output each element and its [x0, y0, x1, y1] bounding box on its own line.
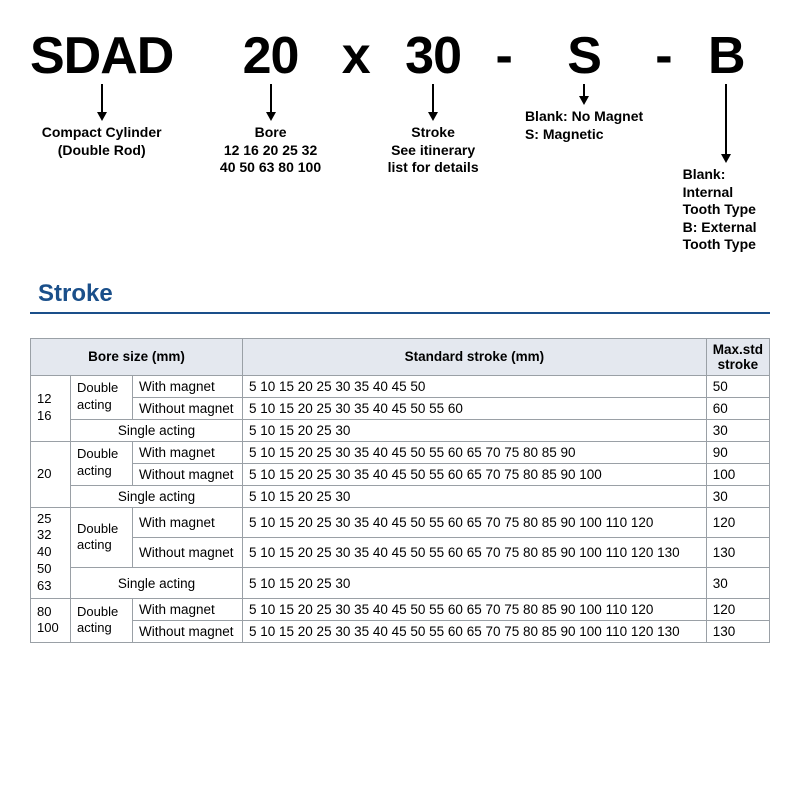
magnet-cell: With magnet [133, 441, 243, 463]
part-desc: Compact Cylinder (Double Rod) [42, 124, 162, 159]
bore-cell: 80 100 [31, 598, 71, 642]
stroke-table: Bore size (mm) Standard stroke (mm) Max.… [30, 338, 770, 643]
part-code: B [708, 30, 745, 82]
header-max-std: Max.std stroke [706, 338, 769, 375]
part-code: S [567, 30, 601, 82]
part-separator: - [486, 30, 523, 82]
stroke-cell: 5 10 15 20 25 30 35 40 45 50 55 60 65 70… [243, 598, 707, 620]
max-cell: 130 [706, 620, 769, 642]
acting-cell: Double acting [71, 441, 133, 485]
max-cell: 60 [706, 397, 769, 419]
bore-cell: 25 32 40 50 63 [31, 507, 71, 598]
acting-cell: Single acting [71, 485, 243, 507]
max-cell: 120 [706, 507, 769, 537]
stroke-rule [30, 312, 770, 314]
table-row: Without magnet5 10 15 20 25 30 35 40 45 … [31, 620, 770, 642]
acting-cell: Double acting [71, 598, 133, 642]
table-row: Without magnet5 10 15 20 25 30 35 40 45 … [31, 463, 770, 485]
part-desc: Blank: Internal Tooth Type B: External T… [683, 166, 770, 254]
stroke-title: Stroke [30, 274, 770, 312]
stroke-cell: 5 10 15 20 25 30 35 40 45 50 [243, 375, 707, 397]
part-separator: x [332, 30, 381, 82]
table-header-row: Bore size (mm) Standard stroke (mm) Max.… [31, 338, 770, 375]
arrow-down-icon [721, 84, 731, 163]
table-row: 80 100Double actingWith magnet5 10 15 20… [31, 598, 770, 620]
part-desc: Blank: No Magnet S: Magnetic [525, 108, 643, 143]
part-s: S Blank: No Magnet S: Magnetic [523, 30, 645, 143]
stroke-cell: 5 10 15 20 25 30 35 40 45 50 55 60 65 70… [243, 463, 707, 485]
max-cell: 100 [706, 463, 769, 485]
part-code: SDAD [30, 30, 173, 82]
magnet-cell: With magnet [133, 507, 243, 537]
max-cell: 30 [706, 485, 769, 507]
part-separator: - [645, 30, 682, 82]
stroke-cell: 5 10 15 20 25 30 35 40 45 50 55 60 65 70… [243, 441, 707, 463]
table-row: 20Double actingWith magnet5 10 15 20 25 … [31, 441, 770, 463]
max-cell: 30 [706, 568, 769, 598]
acting-cell: Double acting [71, 507, 133, 568]
part-number-breakdown: SDAD Compact Cylinder (Double Rod) 20 Bore … [30, 30, 770, 254]
header-bore-size: Bore size (mm) [31, 338, 243, 375]
part-b: B Blank: Internal Tooth Type B: External … [683, 30, 770, 254]
magnet-cell: Without magnet [133, 397, 243, 419]
max-cell: 120 [706, 598, 769, 620]
max-cell: 50 [706, 375, 769, 397]
part-desc: Bore 12 16 20 25 32 40 50 63 80 100 [220, 124, 321, 177]
stroke-cell: 5 10 15 20 25 30 [243, 485, 707, 507]
part-code: 30 [405, 30, 461, 82]
magnet-cell: Without magnet [133, 463, 243, 485]
stroke-section: Stroke [30, 274, 770, 314]
magnet-cell: Without magnet [133, 620, 243, 642]
table-row: Single acting5 10 15 20 25 3030 [31, 485, 770, 507]
arrow-down-icon [97, 84, 107, 121]
max-cell: 30 [706, 419, 769, 441]
arrow-down-icon [579, 84, 589, 105]
stroke-cell: 5 10 15 20 25 30 35 40 45 50 55 60 65 70… [243, 507, 707, 537]
acting-cell: Single acting [71, 419, 243, 441]
part-code: 20 [243, 30, 299, 82]
table-row: Single acting5 10 15 20 25 3030 [31, 568, 770, 598]
magnet-cell: With magnet [133, 375, 243, 397]
acting-cell: Double acting [71, 375, 133, 419]
part-desc: Stroke See itinerary list for details [388, 124, 479, 177]
arrow-down-icon [428, 84, 438, 121]
part-sdad: SDAD Compact Cylinder (Double Rod) [30, 30, 173, 159]
bore-cell: 12 16 [31, 375, 71, 441]
table-row: Single acting5 10 15 20 25 3030 [31, 419, 770, 441]
max-cell: 130 [706, 537, 769, 567]
header-standard-stroke: Standard stroke (mm) [243, 338, 707, 375]
stroke-cell: 5 10 15 20 25 30 [243, 419, 707, 441]
max-cell: 90 [706, 441, 769, 463]
table-row: 12 16Double actingWith magnet5 10 15 20 … [31, 375, 770, 397]
stroke-cell: 5 10 15 20 25 30 35 40 45 50 55 60 [243, 397, 707, 419]
arrow-down-icon [266, 84, 276, 121]
acting-cell: Single acting [71, 568, 243, 598]
part-30: 30 Stroke See itinerary list for details [381, 30, 486, 177]
magnet-cell: Without magnet [133, 537, 243, 567]
stroke-cell: 5 10 15 20 25 30 35 40 45 50 55 60 65 70… [243, 620, 707, 642]
stroke-cell: 5 10 15 20 25 30 [243, 568, 707, 598]
table-row: Without magnet5 10 15 20 25 30 35 40 45 … [31, 397, 770, 419]
stroke-cell: 5 10 15 20 25 30 35 40 45 50 55 60 65 70… [243, 537, 707, 567]
table-row: Without magnet5 10 15 20 25 30 35 40 45 … [31, 537, 770, 567]
magnet-cell: With magnet [133, 598, 243, 620]
table-row: 25 32 40 50 63Double actingWith magnet5 … [31, 507, 770, 537]
bore-cell: 20 [31, 441, 71, 507]
part-20: 20 Bore 12 16 20 25 32 40 50 63 80 100 [209, 30, 331, 177]
